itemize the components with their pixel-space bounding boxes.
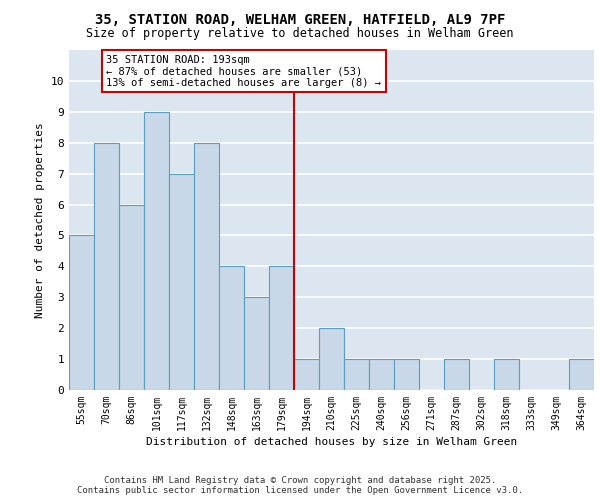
Bar xyxy=(444,359,469,390)
Bar xyxy=(269,266,294,390)
Text: 35 STATION ROAD: 193sqm
← 87% of detached houses are smaller (53)
13% of semi-de: 35 STATION ROAD: 193sqm ← 87% of detache… xyxy=(107,54,382,88)
Bar xyxy=(244,298,269,390)
Bar xyxy=(119,204,144,390)
Y-axis label: Number of detached properties: Number of detached properties xyxy=(35,122,45,318)
Bar xyxy=(69,236,94,390)
Text: Contains HM Land Registry data © Crown copyright and database right 2025.
Contai: Contains HM Land Registry data © Crown c… xyxy=(77,476,523,495)
Bar xyxy=(194,142,219,390)
Bar xyxy=(494,359,519,390)
X-axis label: Distribution of detached houses by size in Welham Green: Distribution of detached houses by size … xyxy=(146,437,517,447)
Bar xyxy=(344,359,369,390)
Bar xyxy=(294,359,319,390)
Bar xyxy=(144,112,169,390)
Bar xyxy=(569,359,594,390)
Bar xyxy=(219,266,244,390)
Bar xyxy=(319,328,344,390)
Bar xyxy=(394,359,419,390)
Bar xyxy=(169,174,194,390)
Bar xyxy=(369,359,394,390)
Text: Size of property relative to detached houses in Welham Green: Size of property relative to detached ho… xyxy=(86,28,514,40)
Text: 35, STATION ROAD, WELHAM GREEN, HATFIELD, AL9 7PF: 35, STATION ROAD, WELHAM GREEN, HATFIELD… xyxy=(95,12,505,26)
Bar xyxy=(94,142,119,390)
